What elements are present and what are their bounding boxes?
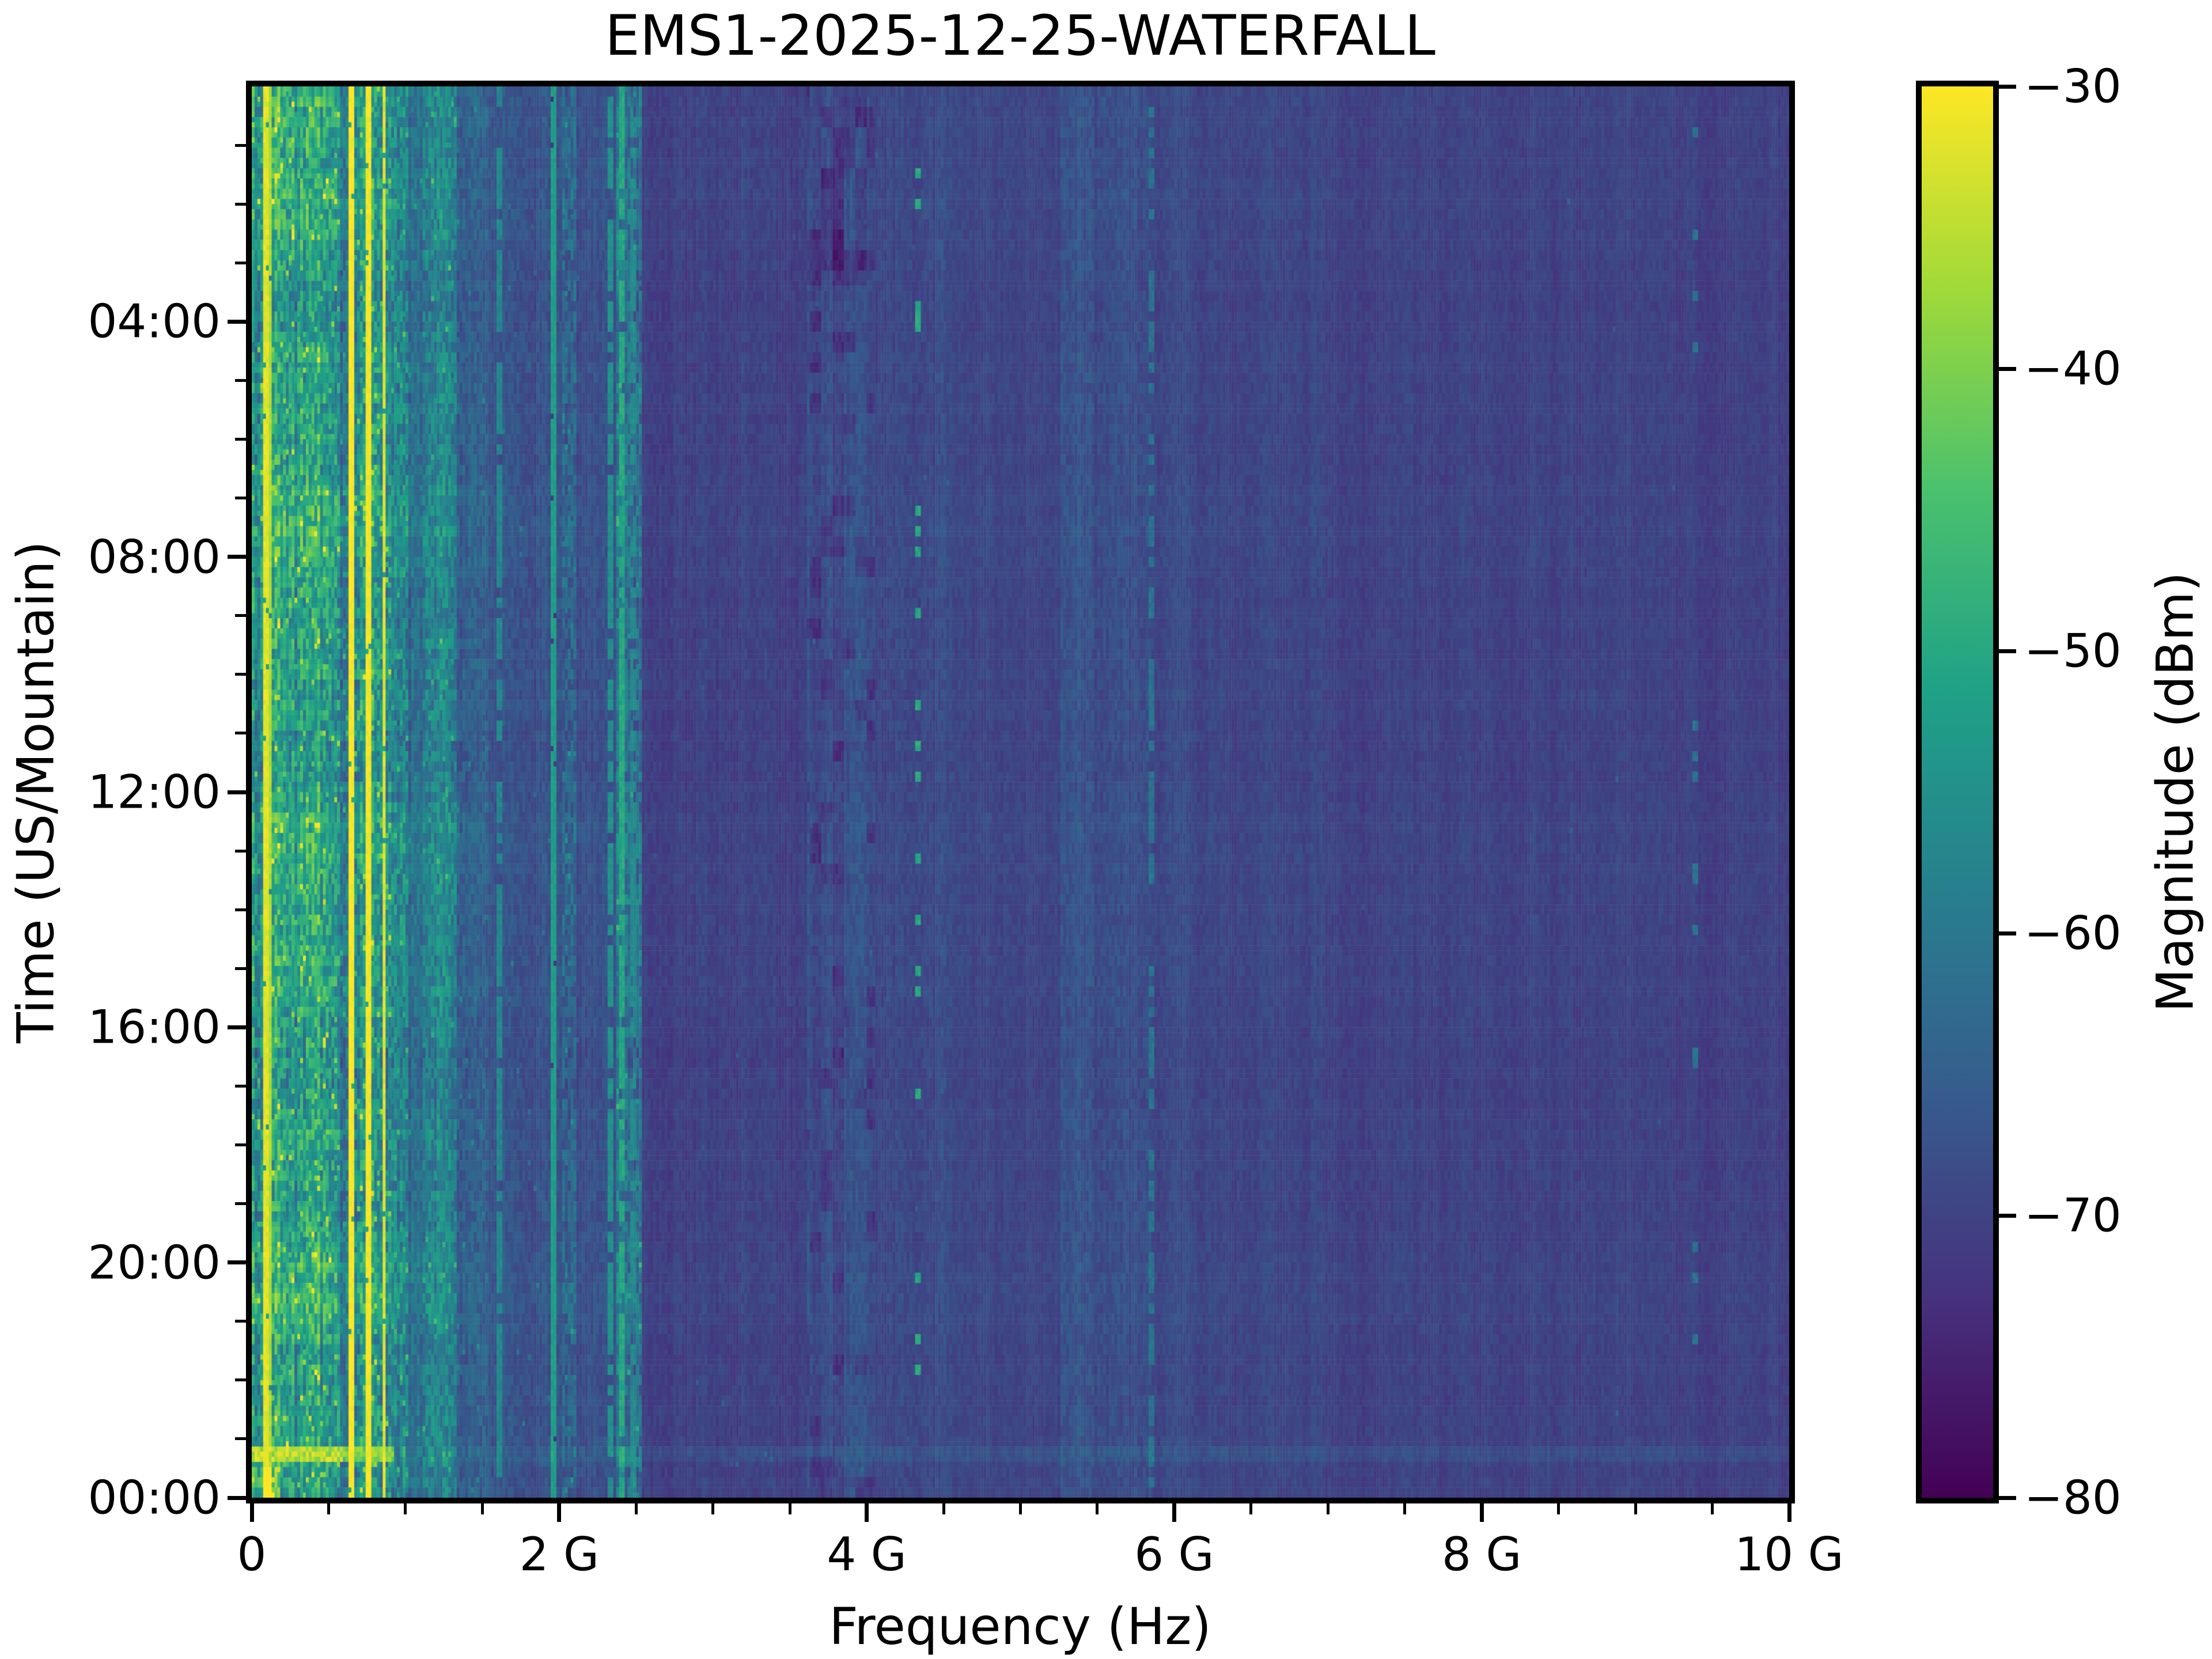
x-minor-tick xyxy=(404,1503,407,1514)
x-minor-tick xyxy=(480,1503,484,1514)
y-minor-tick xyxy=(235,1202,246,1206)
y-tick-label: 08:00 xyxy=(88,530,221,584)
colorbar-tick xyxy=(1999,1495,2016,1500)
x-major-tick xyxy=(865,1503,869,1522)
x-major-tick xyxy=(557,1503,562,1522)
x-tick-label: 0 xyxy=(237,1528,267,1581)
colorbar-gradient xyxy=(1922,86,1993,1498)
x-minor-tick xyxy=(942,1503,945,1514)
x-tick-label: 6 G xyxy=(1134,1528,1214,1581)
x-minor-tick xyxy=(1634,1503,1637,1514)
x-minor-tick xyxy=(711,1503,715,1514)
x-axis-label: Frequency (Hz) xyxy=(829,1597,1211,1656)
y-minor-tick xyxy=(235,614,246,618)
y-minor-tick xyxy=(235,1378,246,1382)
y-minor-tick xyxy=(235,438,246,441)
x-minor-tick xyxy=(634,1503,638,1514)
x-minor-tick xyxy=(1711,1503,1714,1514)
y-tick-label: 12:00 xyxy=(88,765,221,819)
y-tick-label: 00:00 xyxy=(88,1471,221,1525)
y-minor-tick xyxy=(235,497,246,500)
y-major-tick xyxy=(228,1260,246,1265)
colorbar-tick-label: −70 xyxy=(2024,1188,2122,1243)
x-tick-label: 8 G xyxy=(1442,1528,1522,1581)
y-major-tick xyxy=(228,555,246,559)
x-minor-tick xyxy=(1019,1503,1022,1514)
x-minor-tick xyxy=(1249,1503,1253,1514)
colorbar-label: Magnitude (dBm) xyxy=(2145,571,2205,1013)
colorbar-tick-label: −60 xyxy=(2024,906,2122,960)
chart-title: EMS1-2025-12-25-WATERFALL xyxy=(605,3,1435,68)
x-minor-tick xyxy=(788,1503,791,1514)
colorbar-tick xyxy=(1999,931,2016,935)
y-minor-tick xyxy=(235,378,246,382)
y-minor-tick xyxy=(235,143,246,147)
y-axis-label: Time (US/Mountain) xyxy=(6,541,66,1043)
x-major-tick xyxy=(249,1503,254,1522)
x-major-tick xyxy=(1172,1503,1176,1522)
y-tick-label: 20:00 xyxy=(88,1236,221,1290)
y-major-tick xyxy=(228,319,246,324)
colorbar-tick xyxy=(1999,84,2016,89)
y-minor-tick xyxy=(235,673,246,676)
x-minor-tick xyxy=(327,1503,330,1514)
x-minor-tick xyxy=(1096,1503,1099,1514)
y-major-tick xyxy=(228,1025,246,1029)
y-minor-tick xyxy=(235,1084,246,1088)
x-minor-tick xyxy=(1403,1503,1407,1514)
colorbar-tick-label: −80 xyxy=(2024,1471,2122,1525)
y-minor-tick xyxy=(235,1437,246,1441)
y-minor-tick xyxy=(235,202,246,206)
x-tick-label: 4 G xyxy=(827,1528,907,1581)
spectrogram-heatmap xyxy=(252,86,1789,1498)
x-tick-label: 10 G xyxy=(1734,1528,1844,1581)
y-minor-tick xyxy=(235,1320,246,1323)
y-major-tick xyxy=(228,1495,246,1500)
colorbar-tick xyxy=(1999,649,2016,653)
y-minor-tick xyxy=(235,849,246,853)
colorbar-tick-label: −50 xyxy=(2024,624,2122,678)
y-minor-tick xyxy=(235,732,246,735)
y-minor-tick xyxy=(235,1143,246,1146)
x-major-tick xyxy=(1787,1503,1791,1522)
y-minor-tick xyxy=(235,908,246,911)
x-minor-tick xyxy=(1557,1503,1560,1514)
y-tick-label: 04:00 xyxy=(88,294,221,349)
colorbar-tick xyxy=(1999,366,2016,371)
x-major-tick xyxy=(1479,1503,1484,1522)
colorbar-tick-label: −30 xyxy=(2024,59,2122,113)
x-tick-label: 2 G xyxy=(519,1528,599,1581)
colorbar-tick xyxy=(1999,1213,2016,1218)
y-minor-tick xyxy=(235,967,246,970)
y-major-tick xyxy=(228,790,246,794)
colorbar xyxy=(1916,81,1999,1503)
x-minor-tick xyxy=(1326,1503,1330,1514)
colorbar-tick-label: −40 xyxy=(2024,342,2122,396)
y-tick-label: 16:00 xyxy=(88,1000,221,1054)
y-minor-tick xyxy=(235,261,246,264)
